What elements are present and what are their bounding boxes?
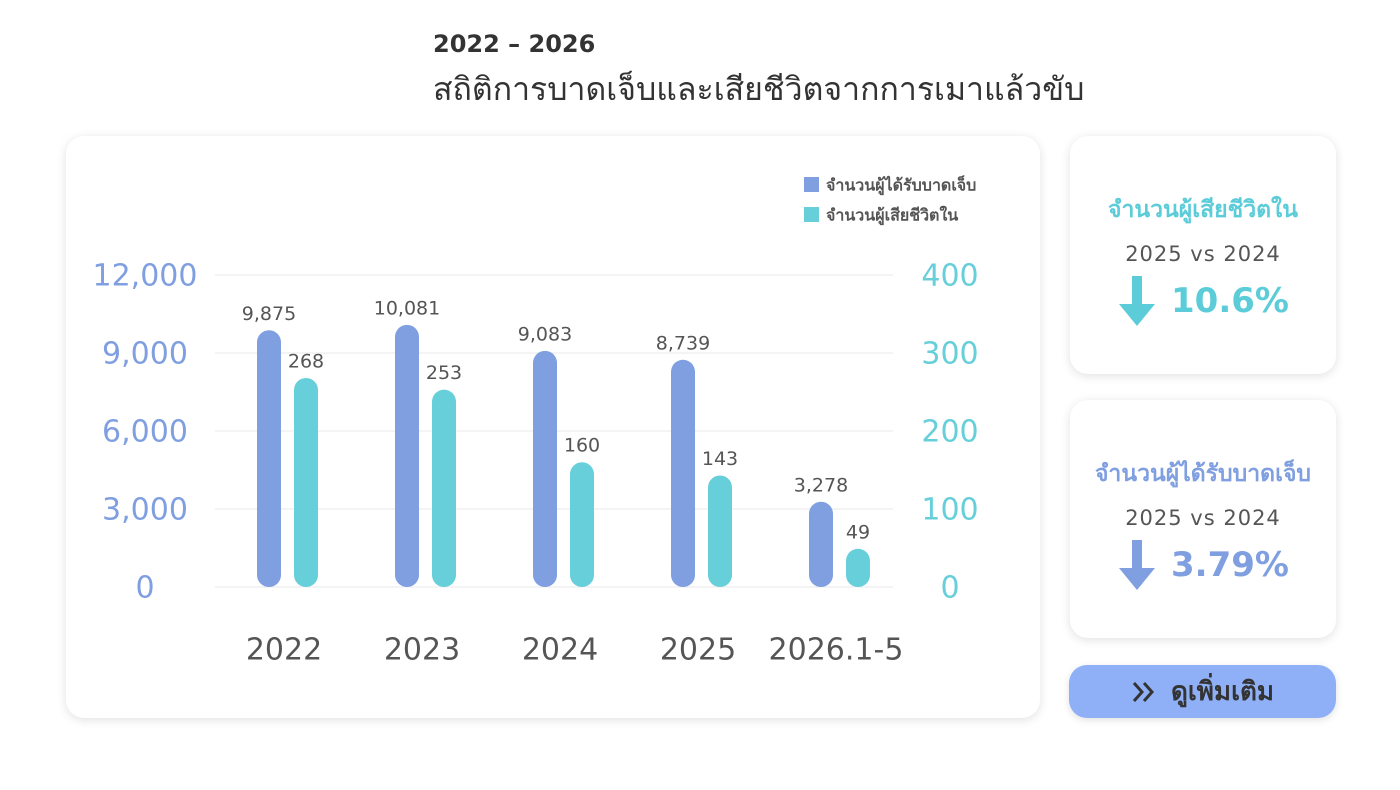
x-tick-label: 2022: [246, 633, 322, 668]
value-label: 49: [846, 521, 870, 543]
subtitle: 2022 – 2026: [433, 30, 596, 58]
y-tick-label: 0: [135, 571, 154, 606]
value-label: 160: [564, 435, 600, 457]
card-comparison: 2025 vs 2024: [1125, 506, 1281, 530]
card-title: จำนวนผู้เสียชีวิตใน: [1107, 197, 1299, 223]
x-tick-label: 2024: [522, 633, 598, 668]
x-tick-label: 2023: [384, 633, 460, 668]
card-change: 10.6%: [1171, 281, 1289, 321]
card-change: 3.79%: [1171, 545, 1289, 585]
legend-swatch: [804, 207, 819, 222]
y-tick-label: 3,000: [102, 493, 188, 528]
y-tick-label: 9,000: [102, 337, 188, 372]
y2-tick-label: 100: [921, 493, 978, 528]
value-label: 143: [702, 448, 738, 470]
value-label: 8,739: [656, 332, 710, 354]
value-label: 10,081: [374, 297, 440, 319]
bar: [257, 330, 281, 587]
bar: [671, 359, 695, 587]
x-tick-label: 2025: [660, 633, 736, 668]
bar: [533, 350, 557, 587]
value-label: 268: [288, 350, 324, 372]
bar: [570, 462, 594, 587]
y-tick-label: 6,000: [102, 415, 188, 450]
value-label: 3,278: [794, 474, 848, 496]
y2-tick-label: 0: [940, 571, 959, 606]
title: สถิติการบาดเจ็บและเสียชีวิตจากการเมาแล้ว…: [433, 70, 1085, 108]
bar: [395, 324, 419, 587]
value-label: 253: [426, 362, 462, 384]
y2-tick-label: 300: [921, 337, 978, 372]
value-label: 9,875: [242, 303, 296, 325]
card: จำนวนผู้ได้รับบาดเจ็บ 2025 vs 2024 3.79%: [1070, 400, 1336, 638]
card-change-row: 3.79%: [1070, 540, 1336, 590]
bar: [846, 548, 870, 587]
card: จำนวนผู้เสียชีวิตใน 2025 vs 2024 10.6%: [1070, 136, 1336, 374]
y-tick-label: 12,000: [93, 259, 198, 294]
y2-tick-label: 400: [921, 259, 978, 294]
bar: [809, 501, 833, 587]
button-label: ดูเพิ่มเติม: [1171, 677, 1274, 707]
down-arrow: [1119, 540, 1156, 590]
card-title: จำนวนผู้ได้รับบาดเจ็บ: [1094, 461, 1312, 487]
value-label: 9,083: [518, 323, 572, 345]
bar: [432, 389, 456, 587]
legend-swatch: [804, 177, 819, 192]
y2-tick-label: 200: [921, 415, 978, 450]
legend-label: จำนวนผู้ได้รับบาดเจ็บ: [826, 174, 976, 197]
card-change-row: 10.6%: [1070, 276, 1336, 326]
chevrons-icon: [1132, 681, 1155, 702]
chart: 0 3,000 6,000 9,000 12,000 0 100 200 300 400 จำนวน…: [93, 174, 979, 668]
card-comparison: 2025 vs 2024: [1125, 242, 1281, 266]
down-arrow: [1119, 276, 1156, 326]
more-button[interactable]: ดูเพิ่มเติม: [1069, 665, 1336, 718]
bar: [294, 377, 318, 587]
x-tick-label: 2026.1-5: [769, 633, 904, 668]
bar: [708, 475, 732, 587]
legend-label: จำนวนผู้เสียชีวิตใน: [826, 206, 958, 227]
